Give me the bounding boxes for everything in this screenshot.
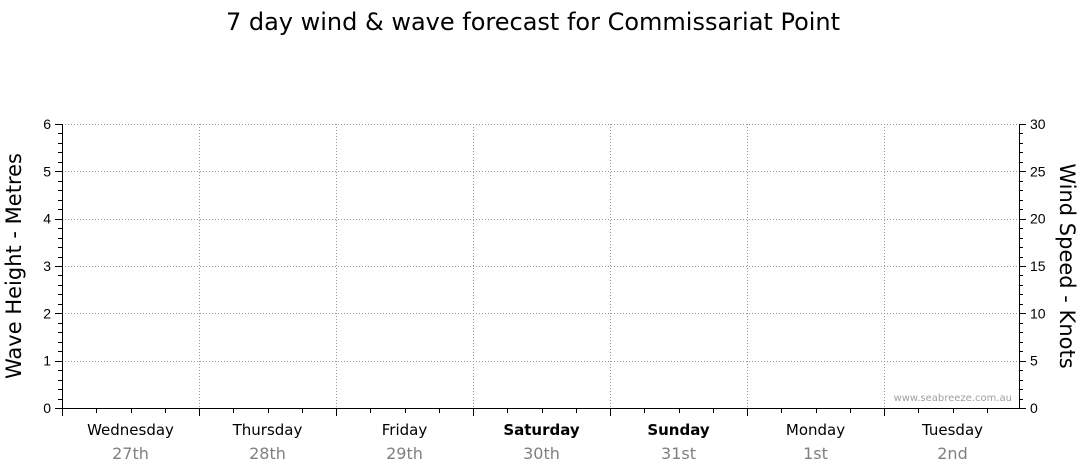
right-tick-label: 15 [1030,258,1046,274]
grid [62,124,1019,408]
day-label: Monday [786,421,845,439]
watermark: www.seabreeze.com.au [894,393,1012,404]
date-label: 28th [249,444,286,463]
day-label: Friday [382,421,428,439]
chart-title: 7 day wind & wave forecast for Commissar… [226,8,840,36]
left-tick-label: 2 [43,305,51,321]
labels: 0 1 2 3 4 5 6 0 5 10 15 20 25 30 Wednesday 27th Thursday… [43,116,1046,463]
left-tick-label: 0 [43,400,51,416]
left-tick-label: 5 [43,163,51,179]
right-tick-label: 25 [1030,163,1046,179]
date-label: 30th [523,444,560,463]
left-tick-label: 1 [43,353,51,369]
date-label: 2nd [937,444,967,463]
day-label: Tuesday [921,421,983,439]
right-tick-label: 10 [1030,305,1046,321]
right-tick-label: 5 [1030,353,1038,369]
left-tick-label: 6 [43,116,51,132]
right-tick-label: 30 [1030,116,1046,132]
day-label: Saturday [503,421,580,439]
left-tick-label: 3 [43,258,51,274]
date-label: 27th [112,444,149,463]
right-axis-title: Wind Speed - Knots [1055,163,1079,368]
date-label: 31st [661,444,696,463]
day-label: Thursday [232,421,303,439]
date-label: 29th [386,444,423,463]
right-tick-label: 20 [1030,211,1046,227]
left-axis-title: Wave Height - Metres [2,153,26,379]
right-tick-label: 0 [1030,400,1038,416]
day-label: Wednesday [87,421,174,439]
left-tick-label: 4 [43,211,51,227]
date-label: 1st [803,444,828,463]
day-label: Sunday [647,421,710,439]
axes [55,124,1026,416]
